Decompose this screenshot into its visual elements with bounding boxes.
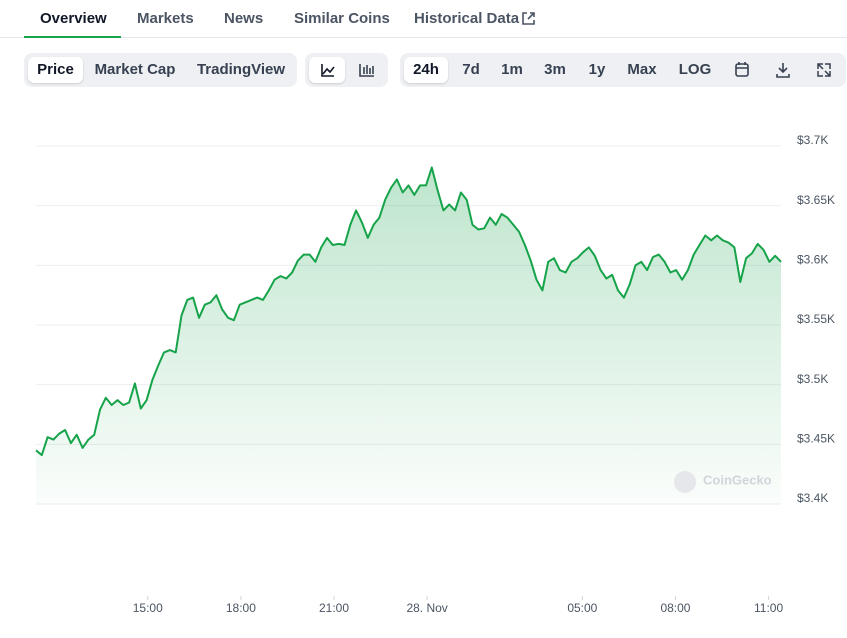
range-group: 24h 7d 1m 3m 1y Max LOG <box>400 53 846 87</box>
x-tick-label: 11:00 <box>754 601 783 615</box>
button[interactable]: Max <box>627 61 657 78</box>
button[interactable]: TradingView <box>196 61 286 78</box>
calendar-button[interactable] <box>726 57 758 83</box>
chart-style-group <box>305 53 388 87</box>
external-link-icon <box>522 12 535 25</box>
candle-chart-button[interactable] <box>349 57 385 83</box>
button[interactable]: 24h <box>404 57 448 83</box>
tab[interactable]: Similar Coins <box>294 10 390 27</box>
tab-divider <box>0 37 847 38</box>
y-tick-label: $3.5K <box>797 372 828 386</box>
x-tick-label: 08:00 <box>660 601 690 615</box>
y-tick-label: $3.4K <box>797 491 828 505</box>
tab[interactable]: Historical Data <box>414 10 520 27</box>
button[interactable]: Price <box>28 57 83 83</box>
y-tick-label: $3.7K <box>797 133 828 147</box>
y-tick-label: $3.65K <box>797 193 835 207</box>
x-tick-label: 05:00 <box>567 601 597 615</box>
download-button[interactable] <box>767 57 799 83</box>
x-tick-label: 15:00 <box>133 601 163 615</box>
price-line <box>35 166 782 457</box>
button[interactable]: 1y <box>588 61 606 78</box>
button[interactable]: LOG <box>678 61 712 78</box>
button[interactable]: 3m <box>544 61 566 78</box>
watermark-logo <box>674 471 696 493</box>
price-area <box>36 167 781 504</box>
watermark: CoinGecko <box>703 472 772 487</box>
y-tick-label: $3.45K <box>797 432 835 446</box>
button[interactable]: 1m <box>501 61 523 78</box>
button[interactable]: Market Cap <box>94 61 176 78</box>
x-tick-label: 28. Nov <box>406 601 447 615</box>
x-tick-label: 18:00 <box>226 601 256 615</box>
tab-underline <box>24 36 121 38</box>
x-tick-label: 21:00 <box>319 601 349 615</box>
y-tick-label: $3.55K <box>797 312 835 326</box>
chart-type-group: Price Market Cap TradingView <box>24 53 297 87</box>
tab[interactable]: News <box>224 10 264 27</box>
line-chart-button[interactable] <box>309 57 345 83</box>
tab[interactable]: Markets <box>137 10 194 27</box>
fullscreen-button[interactable] <box>808 57 840 83</box>
tab[interactable]: Overview <box>40 10 107 27</box>
y-tick-label: $3.6K <box>797 253 828 267</box>
button[interactable]: 7d <box>462 61 480 78</box>
